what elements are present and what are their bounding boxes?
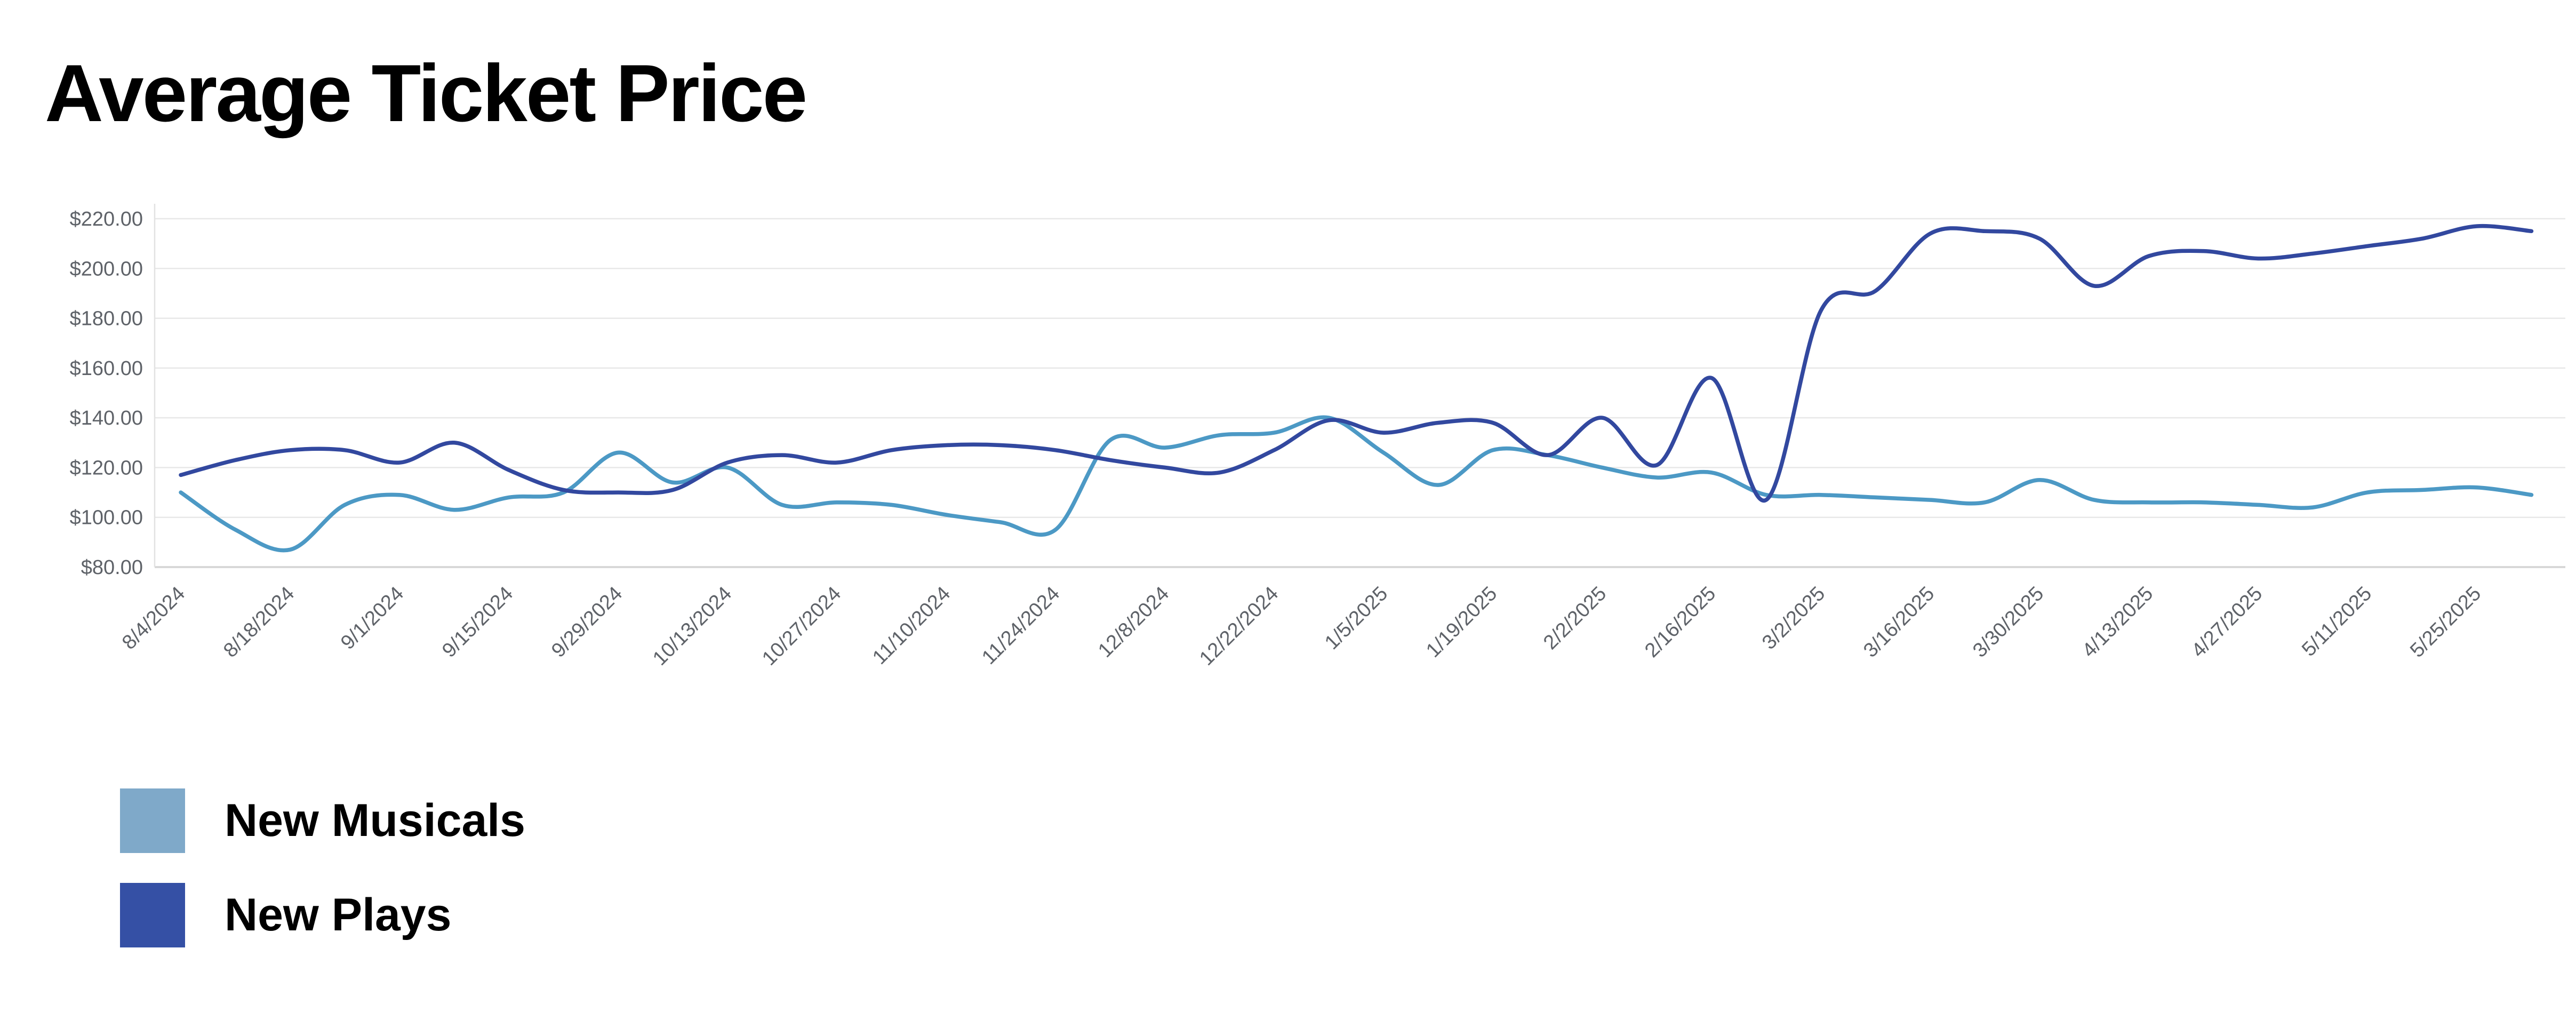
x-axis-tick-label: 12/8/2024 [1094,583,1173,662]
y-axis-tick-label: $100.00 [70,507,143,529]
x-axis-tick-label: 11/24/2024 [978,583,1064,669]
legend-label-new-musicals: New Musicals [225,795,525,846]
x-axis-tick-label: 2/2/2025 [1539,583,1611,654]
x-axis-tick-label: 11/10/2024 [868,583,955,669]
new-plays-swatch-icon [120,883,185,947]
legend-label-new-plays: New Plays [225,889,452,941]
x-axis-tick-label: 9/29/2024 [547,583,627,662]
series-line-new-musicals [179,415,2534,553]
page-title: Average Ticket Price [45,48,807,139]
y-axis-tick-label: $120.00 [70,457,143,479]
new-musicals-swatch-icon [120,788,185,853]
x-axis-tick-label: 10/13/2024 [649,583,736,670]
chart-legend: New Musicals New Plays [120,788,525,977]
x-axis-tick-label: 1/19/2025 [1422,583,1501,662]
series-line-new-plays [179,224,2534,503]
y-axis-tick-label: $140.00 [70,407,143,429]
x-axis-tick-label: 5/25/2025 [2406,583,2485,662]
average-ticket-price-chart: $220.00 $200.00 $180.00 $160.00 $140.00 $120.… [0,176,2576,774]
y-axis-tick-label: $80.00 [81,556,143,579]
x-axis-tick-label: 8/4/2024 [118,583,189,654]
legend-item-new-musicals: New Musicals [120,788,525,853]
x-axis-tick-label: 8/18/2024 [219,583,299,662]
x-axis-tick-label: 9/15/2024 [438,583,517,662]
x-axis-tick-label: 5/11/2025 [2298,583,2376,661]
x-axis-tick-label: 9/1/2024 [337,583,408,654]
y-axis-tick-label: $160.00 [70,357,143,380]
x-axis-tick-label: 4/13/2025 [2078,583,2157,662]
x-axis-tick-label: 3/2/2025 [1758,583,1829,654]
x-axis-tick-label: 3/30/2025 [1969,583,2048,662]
x-axis-tick-label: 3/16/2025 [1859,583,1939,662]
x-axis-tick-label: 2/16/2025 [1641,583,1720,662]
x-axis-tick-label: 10/27/2024 [758,583,845,670]
x-axis-tick-label: 12/22/2024 [1195,583,1283,670]
x-axis-tick-label: 1/5/2025 [1321,583,1392,654]
y-axis-tick-label: $200.00 [70,258,143,280]
y-axis-tick-label: $180.00 [70,308,143,330]
line-chart-canvas: $220.00 $200.00 $180.00 $160.00 $140.00 $120.… [70,204,2565,670]
legend-item-new-plays: New Plays [120,883,525,947]
y-axis-tick-label: $220.00 [70,208,143,230]
x-axis-tick-label: 4/27/2025 [2187,583,2267,662]
